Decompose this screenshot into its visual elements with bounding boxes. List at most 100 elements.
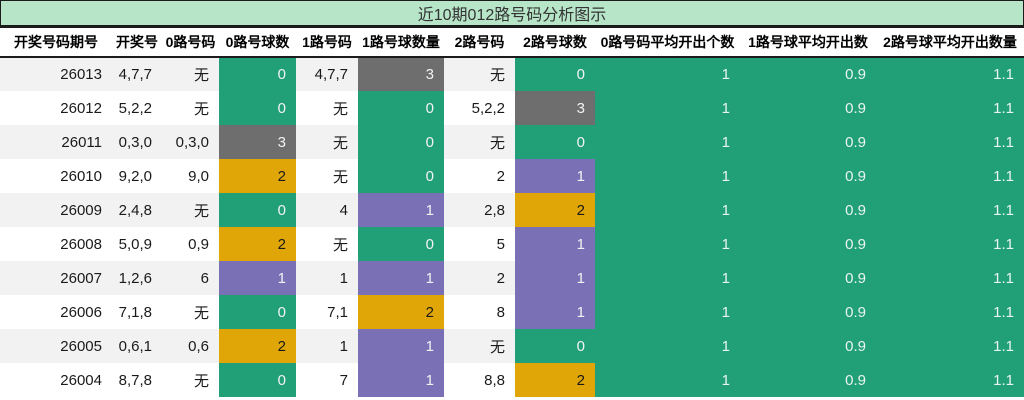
table-row: 26011 0,3,0 0,3,0 3 无 0 无 0 1 0.9 1.1	[0, 125, 1024, 159]
cell-r2n: 1	[515, 261, 595, 295]
cell-draw: 5,2,2	[118, 99, 152, 117]
cell-r2n: 1	[515, 159, 595, 193]
cell-r2: 2	[496, 167, 505, 185]
cell-r2n: 1	[515, 227, 595, 261]
cell-r0: 无	[193, 67, 209, 84]
cell-avg2: 1.1	[876, 329, 1024, 363]
cell-period: 26008	[60, 235, 102, 253]
cell-r0n: 2	[219, 159, 296, 193]
cell-draw: 8,7,8	[118, 371, 152, 389]
cell-r1: 1	[339, 337, 348, 355]
table-row: 26013 4,7,7 无 0 4,7,7 3 无 0 1 0.9 1.1	[0, 57, 1024, 91]
cell-avg1: 0.9	[740, 261, 876, 295]
cell-avg0: 1	[595, 329, 740, 363]
cell-r1n: 1	[358, 363, 444, 397]
cell-r2: 5	[496, 235, 505, 253]
cell-r1n: 0	[358, 227, 444, 261]
cell-avg2: 1.1	[876, 57, 1024, 91]
cell-period: 26006	[60, 303, 102, 321]
cell-period: 26010	[60, 167, 102, 185]
cell-r1: 4	[339, 201, 348, 219]
cell-avg2: 1.1	[876, 193, 1024, 227]
cell-r0: 无	[193, 202, 209, 220]
table-body: 26013 4,7,7 无 0 4,7,7 3 无 0 1 0.9 1.1 26012 5,2,2 无 0 无…	[0, 57, 1024, 397]
cell-period: 26013	[60, 66, 102, 83]
analysis-table: 开奖号码期号 开奖号 0路号码 0路号球数 1路号码 1路号球数量 2路号码 2路号球数 0路号…	[0, 26, 1024, 397]
cell-avg0: 1	[595, 193, 740, 227]
cell-r1n: 2	[358, 295, 444, 329]
cell-r1n: 0	[358, 159, 444, 193]
cell-r0: 0,9	[188, 235, 209, 253]
cell-draw: 0,3,0	[118, 133, 152, 151]
cell-r2n: 0	[515, 57, 595, 91]
table-row: 26007 1,2,6 6 1 1 1 2 1 1 0.9 1.1	[0, 261, 1024, 295]
cell-avg2: 1.1	[876, 295, 1024, 329]
cell-r1n: 1	[358, 261, 444, 295]
cell-r2n: 0	[515, 329, 595, 363]
cell-r0: 0,3,0	[175, 133, 209, 151]
cell-r2n: 0	[515, 125, 595, 159]
cell-r1n: 1	[358, 329, 444, 363]
table-row: 26009 2,4,8 无 0 4 1 2,8 2 1 0.9 1.1	[0, 193, 1024, 227]
col-header-r2: 2路号码	[444, 27, 515, 58]
cell-draw: 7,1,8	[118, 303, 152, 321]
cell-draw: 9,2,0	[118, 167, 152, 185]
cell-avg1: 0.9	[740, 227, 876, 261]
cell-avg1: 0.9	[740, 57, 876, 91]
cell-draw: 1,2,6	[118, 269, 152, 287]
cell-period: 26004	[60, 371, 102, 389]
cell-r1: 无	[332, 236, 348, 254]
table-row: 26005 0,6,1 0,6 2 1 1 无 0 1 0.9 1.1	[0, 329, 1024, 363]
page-title: 近10期012路号码分析图示	[417, 7, 607, 24]
cell-r0: 0,6	[188, 337, 209, 355]
cell-avg0: 1	[595, 363, 740, 397]
table-row: 26010 9,2,0 9,0 2 无 0 2 1 1 0.9 1.1	[0, 159, 1024, 193]
cell-r2: 8	[496, 303, 505, 321]
cell-avg0: 1	[595, 295, 740, 329]
cell-r0n: 0	[219, 363, 296, 397]
col-header-r2n: 2路号球数	[515, 27, 595, 58]
cell-avg0: 1	[595, 57, 740, 91]
cell-r2n: 1	[515, 295, 595, 329]
cell-avg1: 0.9	[740, 91, 876, 125]
cell-avg2: 1.1	[876, 91, 1024, 125]
cell-period: 26012	[60, 99, 102, 117]
cell-r2: 2,8	[484, 201, 505, 219]
cell-r1n: 3	[358, 57, 444, 91]
col-header-avg2: 2路号球平均开出数量	[876, 27, 1024, 58]
cell-r2: 5,2,2	[471, 99, 505, 117]
cell-r1: 7,1	[327, 303, 348, 321]
cell-avg1: 0.9	[740, 329, 876, 363]
cell-avg1: 0.9	[740, 363, 876, 397]
table-row: 26008 5,0,9 0,9 2 无 0 5 1 1 0.9 1.1	[0, 227, 1024, 261]
cell-avg0: 1	[595, 261, 740, 295]
cell-r0: 9,0	[188, 167, 209, 185]
cell-avg2: 1.1	[876, 363, 1024, 397]
header-row: 开奖号码期号 开奖号 0路号码 0路号球数 1路号码 1路号球数量 2路号码 2路号球数 0路号…	[0, 27, 1024, 58]
cell-period: 26005	[60, 337, 102, 355]
cell-avg1: 0.9	[740, 125, 876, 159]
col-header-r1n: 1路号球数量	[358, 27, 444, 58]
cell-r2n: 2	[515, 193, 595, 227]
cell-r0: 无	[193, 372, 209, 390]
cell-draw: 2,4,8	[118, 201, 152, 219]
cell-avg2: 1.1	[876, 227, 1024, 261]
cell-r1: 无	[332, 134, 348, 152]
cell-period: 26009	[60, 201, 102, 219]
cell-r1n: 1	[358, 193, 444, 227]
cell-period: 26011	[61, 133, 102, 151]
cell-r0n: 0	[219, 295, 296, 329]
cell-avg0: 1	[595, 125, 740, 159]
cell-r1: 7	[339, 371, 348, 389]
cell-period: 26007	[60, 269, 102, 287]
page-title-bar: 近10期012路号码分析图示	[0, 0, 1024, 26]
cell-r0n: 1	[219, 261, 296, 295]
cell-r0n: 0	[219, 193, 296, 227]
col-header-period: 开奖号码期号	[0, 27, 112, 58]
table-row: 26004 8,7,8 无 0 7 1 8,8 2 1 0.9 1.1	[0, 363, 1024, 397]
cell-r0: 6	[200, 269, 209, 287]
cell-r0n: 0	[219, 91, 296, 125]
cell-r1: 4,7,7	[314, 66, 348, 83]
cell-r2: 无	[489, 338, 505, 356]
cell-r1: 无	[332, 168, 348, 186]
